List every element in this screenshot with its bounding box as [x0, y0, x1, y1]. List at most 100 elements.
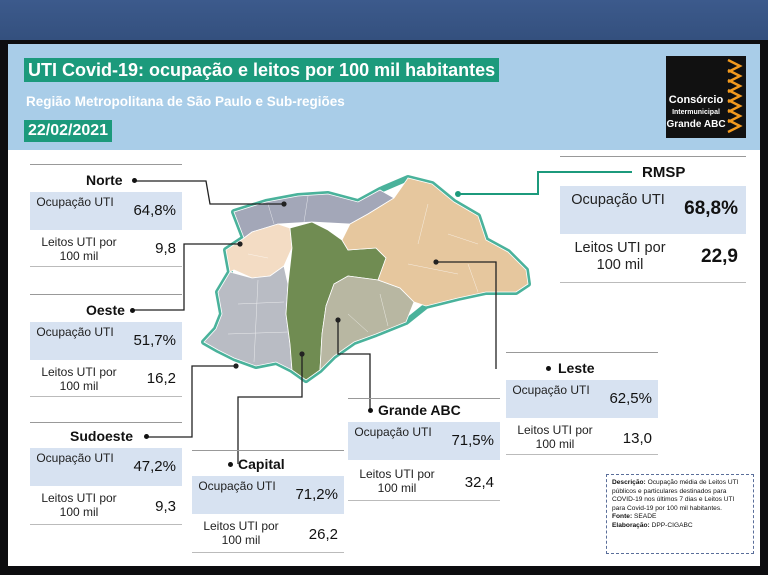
beds-label: Leitos UTI por 100 mil	[41, 365, 117, 393]
occupancy-box-sudoeste: Ocupação UTI 47,2%	[30, 448, 182, 486]
region-title-norte: Norte	[86, 172, 123, 188]
panel-rmsp: RMSP Ocupação UTI 68,8% Leitos UTI por 1…	[560, 156, 746, 284]
source-value: SEADE	[634, 513, 657, 521]
page-title: UTI Covid-19: ocupação e leitos por 100 …	[24, 58, 500, 82]
beds-value-sudoeste: 9,3	[155, 498, 176, 515]
description-label: Descrição:	[612, 479, 646, 486]
rmsp-leader-dot	[455, 191, 461, 197]
beds-box-grande-abc: Leitos UTI por 100 mil 32,4	[348, 462, 500, 498]
description-box: Descrição: Ocupação média de Leitos UTI …	[606, 474, 754, 554]
elaboration-label: Elaboração:	[612, 521, 650, 529]
consorcio-logo: Consórcio Intermunicipal Grande ABC	[666, 56, 746, 138]
occupancy-value-rmsp: 68,8%	[684, 198, 738, 219]
infographic-slide: UTI Covid-19: ocupação e leitos por 100 …	[8, 44, 760, 566]
panel-bottom-rule	[348, 500, 500, 501]
beds-label: Leitos UTI por 100 mil	[41, 235, 117, 263]
panel-bottom-rule	[30, 396, 182, 397]
occupancy-label: Ocupação UTI	[571, 192, 665, 208]
panel-norte: Norte Ocupação UTI 64,8% Leitos UTI por …	[30, 164, 182, 268]
occupancy-box-grande-abc: Ocupação UTI 71,5%	[348, 422, 500, 460]
occupancy-label: Ocupação UTI	[354, 425, 432, 439]
rmsp-leader-line	[458, 171, 632, 195]
occupancy-label: Ocupação UTI	[36, 451, 114, 465]
region-title-capital: Capital	[238, 456, 285, 472]
region-title-leste: Leste	[558, 360, 595, 376]
elaboration-value: DPP-CIGABC	[651, 521, 693, 529]
occupancy-value-leste: 62,5%	[609, 390, 652, 407]
beds-label: Leitos UTI por 100 mil	[203, 519, 279, 547]
beds-box-leste: Leitos UTI por 100 mil 13,0	[506, 420, 658, 454]
panel-bottom-rule	[192, 552, 344, 553]
beds-label: Leitos UTI por 100 mil	[517, 423, 593, 451]
occupancy-box-leste: Ocupação UTI 62,5%	[506, 380, 658, 418]
occupancy-value-oeste: 51,7%	[133, 332, 176, 349]
logo-line-2: Intermunicipal	[672, 109, 720, 116]
occupancy-label: Ocupação UTI	[198, 479, 276, 493]
occupancy-box-norte: Ocupação UTI 64,8%	[30, 192, 182, 230]
region-title-grande-abc: Grande ABC	[378, 402, 461, 418]
panel-dot	[144, 434, 149, 439]
beds-box-rmsp: Leitos UTI por 100 mil 22,9	[560, 236, 746, 280]
occupancy-box-capital: Ocupação UTI 71,2%	[192, 476, 344, 514]
beds-label: Leitos UTI por 100 mil	[41, 491, 117, 519]
beds-value-rmsp: 22,9	[701, 246, 738, 267]
occupancy-box-oeste: Ocupação UTI 51,7%	[30, 322, 182, 360]
panel-dot	[368, 408, 373, 413]
beds-label: Leitos UTI por 100 mil	[359, 467, 435, 495]
occupancy-value-norte: 64,8%	[133, 202, 176, 219]
beds-value-capital: 26,2	[308, 526, 338, 543]
leader-dots	[233, 201, 439, 369]
date-badge: 22/02/2021	[24, 120, 113, 142]
panel-dot	[132, 178, 137, 183]
panel-top-rule	[30, 422, 182, 423]
beds-box-capital: Leitos UTI por 100 mil 26,2	[192, 516, 344, 550]
panel-leste: Leste Ocupação UTI 62,5% Leitos UTI por …	[506, 352, 658, 456]
region-sudoeste	[203, 265, 293, 371]
region-title-sudoeste: Sudoeste	[70, 428, 134, 444]
panel-top-rule	[560, 156, 746, 157]
logo-line-1: Consórcio	[668, 94, 724, 106]
municipality-borders	[227, 195, 479, 363]
occupancy-value-grande-abc: 71,5%	[451, 432, 494, 449]
leader-lines	[134, 180, 497, 464]
panel-grande-abc: Grande ABC Ocupação UTI 71,5% Leitos UTI…	[348, 398, 500, 502]
panel-top-rule	[192, 450, 344, 451]
occupancy-value-capital: 71,2%	[295, 486, 338, 503]
beds-value-leste: 13,0	[622, 430, 652, 447]
orange-stripes-icon	[727, 58, 743, 134]
description-text: Ocupação média de Leitos UTI públicos e …	[612, 479, 739, 512]
panel-capital: Capital Ocupação UTI 71,2% Leitos UTI po…	[192, 450, 344, 554]
panel-top-rule	[348, 398, 500, 399]
panel-bottom-rule	[30, 524, 182, 525]
occupancy-box-rmsp: Ocupação UTI 68,8%	[560, 186, 746, 234]
panel-dot	[130, 308, 135, 313]
header-band: UTI Covid-19: ocupação e leitos por 100 …	[8, 44, 760, 150]
panel-bottom-rule	[506, 454, 658, 455]
logo-line-3: Grande ABC	[666, 119, 726, 130]
beds-box-sudoeste: Leitos UTI por 100 mil 9,3	[30, 488, 182, 522]
panel-oeste: Oeste Ocupação UTI 51,7% Leitos UTI por …	[30, 294, 182, 398]
panel-dot	[546, 366, 551, 371]
panel-dot	[228, 462, 233, 467]
beds-box-oeste: Leitos UTI por 100 mil 16,2	[30, 362, 182, 396]
region-grande-abc	[319, 275, 415, 372]
panel-sudoeste: Sudoeste Ocupação UTI 47,2% Leitos UTI p…	[30, 422, 182, 526]
occupancy-label: Ocupação UTI	[512, 383, 590, 397]
beds-label: Leitos UTI por 100 mil	[574, 240, 666, 273]
panel-bottom-rule	[30, 266, 182, 267]
panel-top-rule	[30, 164, 182, 165]
occupancy-label: Ocupação UTI	[36, 195, 114, 209]
occupancy-label: Ocupação UTI	[36, 325, 114, 339]
beds-value-oeste: 16,2	[146, 370, 176, 387]
beds-value-norte: 9,8	[155, 240, 176, 257]
beds-value-grande-abc: 32,4	[464, 474, 494, 491]
page-subtitle: Região Metropolitana de São Paulo e Sub-…	[26, 94, 345, 109]
rmsp-map	[134, 171, 632, 464]
region-title-rmsp: RMSP	[642, 164, 686, 181]
occupancy-value-sudoeste: 47,2%	[133, 458, 176, 475]
region-leste	[341, 177, 529, 307]
beds-box-norte: Leitos UTI por 100 mil 9,8	[30, 232, 182, 266]
panel-top-rule	[30, 294, 182, 295]
source-label: Fonte:	[612, 513, 633, 521]
top-window-bar	[0, 0, 768, 40]
